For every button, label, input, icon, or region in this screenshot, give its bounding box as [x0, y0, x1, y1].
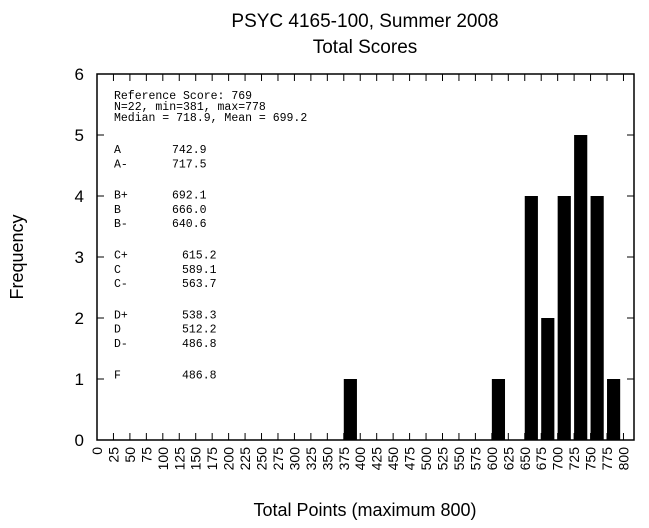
grade-cutoff: 512.2	[182, 324, 217, 337]
grade-cutoff: 742.9	[172, 144, 207, 157]
grade-label: D+	[114, 309, 128, 322]
grade-label: F	[114, 369, 121, 382]
chart-title: PSYC 4165-100, Summer 2008	[231, 11, 498, 32]
grade-label: D	[114, 324, 121, 337]
bar	[574, 135, 588, 440]
y-tick-label: 2	[75, 309, 84, 328]
bar	[557, 196, 571, 440]
grade-cutoff: 538.3	[182, 309, 217, 322]
grade-label: C+	[114, 250, 128, 263]
x-tick-label: 125	[171, 447, 187, 471]
x-tick-label: 725	[566, 447, 582, 471]
grade-cutoff: 615.2	[182, 250, 217, 263]
x-tick-label: 325	[303, 447, 319, 471]
y-tick-label: 3	[75, 248, 84, 267]
y-tick-label: 6	[75, 65, 84, 84]
x-tick-label: 50	[122, 447, 138, 463]
grade-cutoff: 640.6	[172, 218, 207, 231]
bar	[607, 379, 621, 440]
grade-label: C-	[114, 278, 128, 291]
y-tick-label: 0	[75, 431, 84, 450]
grade-label: C	[114, 264, 121, 277]
x-tick-label: 175	[204, 447, 220, 471]
x-tick-label: 75	[138, 447, 154, 463]
grade-label: A-	[114, 158, 128, 171]
stats-line: Reference Score: 769	[114, 90, 252, 103]
stats-line: N=22, min=381, max=778	[114, 101, 266, 114]
x-tick-label: 750	[583, 447, 599, 471]
grade-cutoff: 666.0	[172, 204, 207, 217]
grade-label: A	[114, 144, 121, 157]
x-tick-label: 800	[615, 447, 631, 471]
x-tick-label: 250	[254, 447, 270, 471]
x-tick-label: 500	[418, 447, 434, 471]
x-tick-label: 200	[221, 447, 237, 471]
x-tick-label: 100	[155, 447, 171, 471]
x-tick-label: 525	[434, 447, 450, 471]
x-tick-label: 600	[484, 447, 500, 471]
grade-label: B+	[114, 190, 128, 203]
x-tick-label: 375	[336, 447, 352, 471]
x-tick-label: 25	[105, 447, 121, 463]
x-tick-label: 400	[352, 447, 368, 471]
x-tick-label: 475	[402, 447, 418, 471]
bar	[343, 379, 357, 440]
grade-cutoff: 563.7	[182, 278, 217, 291]
grade-cutoff: 692.1	[172, 190, 207, 203]
bar	[590, 196, 604, 440]
grade-label: D-	[114, 338, 128, 351]
y-tick-label: 5	[75, 126, 84, 145]
grade-cutoff: 486.8	[182, 369, 217, 382]
x-tick-label: 675	[533, 447, 549, 471]
grade-cutoff: 717.5	[172, 158, 207, 171]
x-tick-label: 225	[237, 447, 253, 471]
x-tick-label: 425	[369, 447, 385, 471]
x-tick-label: 775	[599, 447, 615, 471]
x-tick-label: 700	[550, 447, 566, 471]
x-tick-label: 150	[188, 447, 204, 471]
bar	[491, 379, 506, 440]
x-tick-label: 575	[467, 447, 483, 471]
chart-subtitle: Total Scores	[313, 37, 418, 58]
y-tick-label: 1	[75, 370, 84, 389]
grade-label: B	[114, 204, 121, 217]
y-tick-label: 4	[75, 187, 84, 206]
x-tick-label: 350	[319, 447, 335, 471]
bar	[524, 196, 538, 440]
bar	[541, 318, 555, 440]
x-tick-label: 450	[385, 447, 401, 471]
grade-cutoff: 486.8	[182, 338, 217, 351]
x-tick-label: 650	[517, 447, 533, 471]
x-tick-label: 625	[500, 447, 516, 471]
x-tick-label: 300	[286, 447, 302, 471]
x-tick-label: 275	[270, 447, 286, 471]
y-axis-label: Frequency	[7, 214, 27, 299]
grade-cutoff: 589.1	[182, 264, 217, 277]
x-axis-label: Total Points (maximum 800)	[253, 500, 476, 520]
grade-label: B-	[114, 218, 128, 231]
x-tick-label: 550	[451, 447, 467, 471]
x-tick-label: 0	[89, 447, 105, 455]
stats-line: Median = 718.9, Mean = 699.2	[114, 112, 307, 125]
